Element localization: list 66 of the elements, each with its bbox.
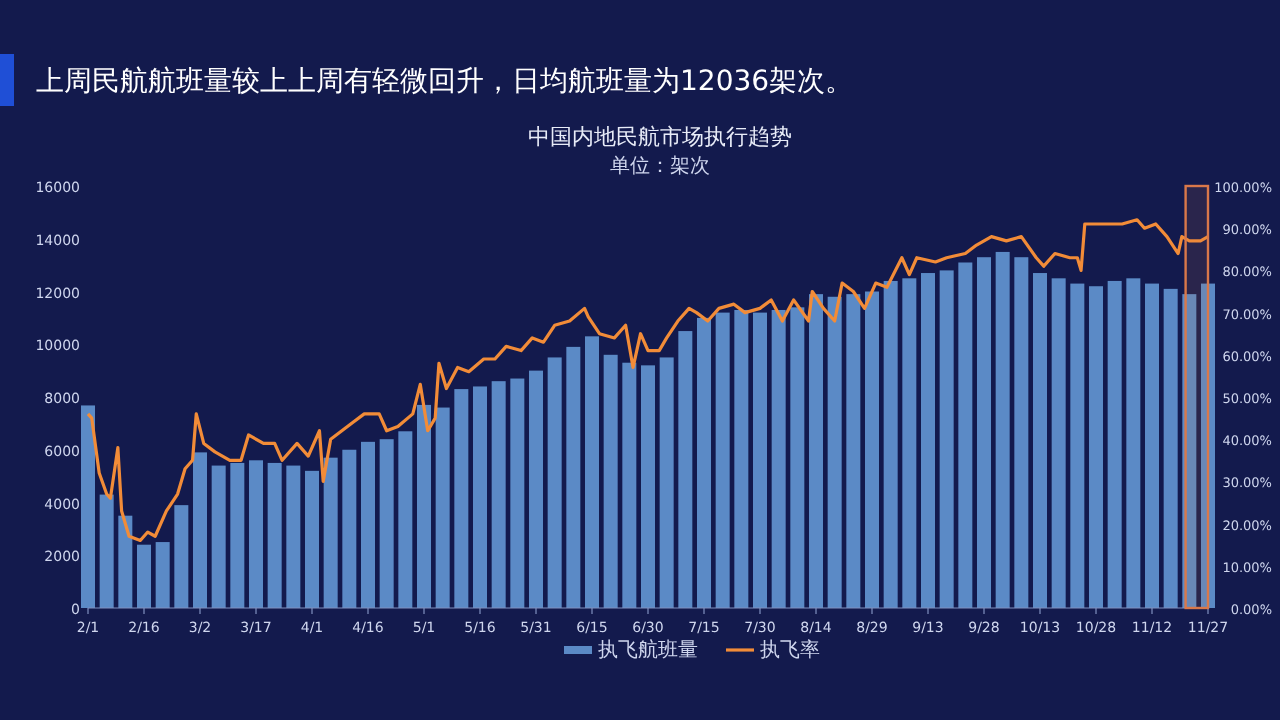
bar bbox=[547, 357, 562, 608]
bar bbox=[305, 470, 319, 608]
bar bbox=[585, 336, 599, 608]
bar bbox=[1163, 288, 1178, 608]
bar bbox=[622, 362, 637, 608]
bar bbox=[454, 389, 469, 608]
bar bbox=[211, 465, 226, 608]
chart-title: 中国内地民航市场执行趋势 bbox=[528, 124, 792, 150]
bar bbox=[193, 452, 207, 608]
legend-label: 执飞航班量 bbox=[598, 638, 698, 662]
bar bbox=[734, 309, 749, 608]
bar bbox=[118, 515, 133, 608]
bar bbox=[361, 441, 375, 608]
bar bbox=[1070, 283, 1085, 608]
bar bbox=[1182, 294, 1197, 608]
bar bbox=[473, 386, 487, 608]
line-series bbox=[86, 218, 1210, 543]
bar bbox=[1145, 283, 1159, 608]
bar bbox=[678, 331, 693, 608]
bar bbox=[995, 251, 1010, 608]
bar bbox=[659, 357, 674, 608]
bar bbox=[939, 270, 954, 608]
bar bbox=[510, 378, 525, 608]
bar bbox=[1107, 280, 1122, 608]
bar bbox=[809, 294, 823, 608]
bar bbox=[417, 404, 431, 608]
bar bbox=[435, 407, 450, 608]
text: 上周民航航班量较上上周有轻微回升，日均航班量为12036架次。 bbox=[36, 66, 854, 98]
bar bbox=[1033, 273, 1047, 608]
bar bbox=[286, 465, 301, 608]
bar bbox=[603, 354, 618, 608]
bar bbox=[827, 296, 842, 608]
bar bbox=[81, 405, 95, 608]
bar bbox=[958, 262, 973, 608]
bar bbox=[529, 370, 543, 608]
bar bbox=[715, 312, 730, 608]
bar bbox=[1089, 286, 1103, 608]
bar bbox=[846, 294, 861, 608]
bar bbox=[1014, 257, 1029, 608]
bar bbox=[174, 505, 189, 608]
bar bbox=[267, 462, 282, 608]
bar bbox=[753, 312, 767, 608]
bar bbox=[249, 460, 263, 608]
bar bbox=[99, 494, 114, 608]
bar bbox=[398, 431, 413, 608]
legend-label: 执飞率 bbox=[760, 638, 820, 662]
bar bbox=[155, 542, 170, 608]
bar bbox=[137, 544, 151, 608]
bar bbox=[771, 309, 786, 608]
bar bbox=[977, 257, 991, 608]
chart-subtitle: 单位：架次 bbox=[610, 154, 710, 178]
bar bbox=[491, 381, 506, 608]
bar bbox=[865, 291, 879, 608]
bar bbox=[790, 307, 805, 608]
bar bbox=[323, 457, 338, 608]
bar bbox=[1126, 278, 1141, 608]
bar bbox=[697, 317, 711, 608]
bar bbox=[921, 273, 935, 608]
bar bbox=[342, 449, 357, 608]
bar bbox=[641, 365, 655, 608]
bar bbox=[1051, 278, 1066, 608]
bar bbox=[230, 462, 245, 608]
bar bbox=[883, 280, 898, 608]
bar bbox=[566, 346, 581, 608]
bar bbox=[902, 278, 917, 608]
bar bbox=[379, 439, 394, 608]
